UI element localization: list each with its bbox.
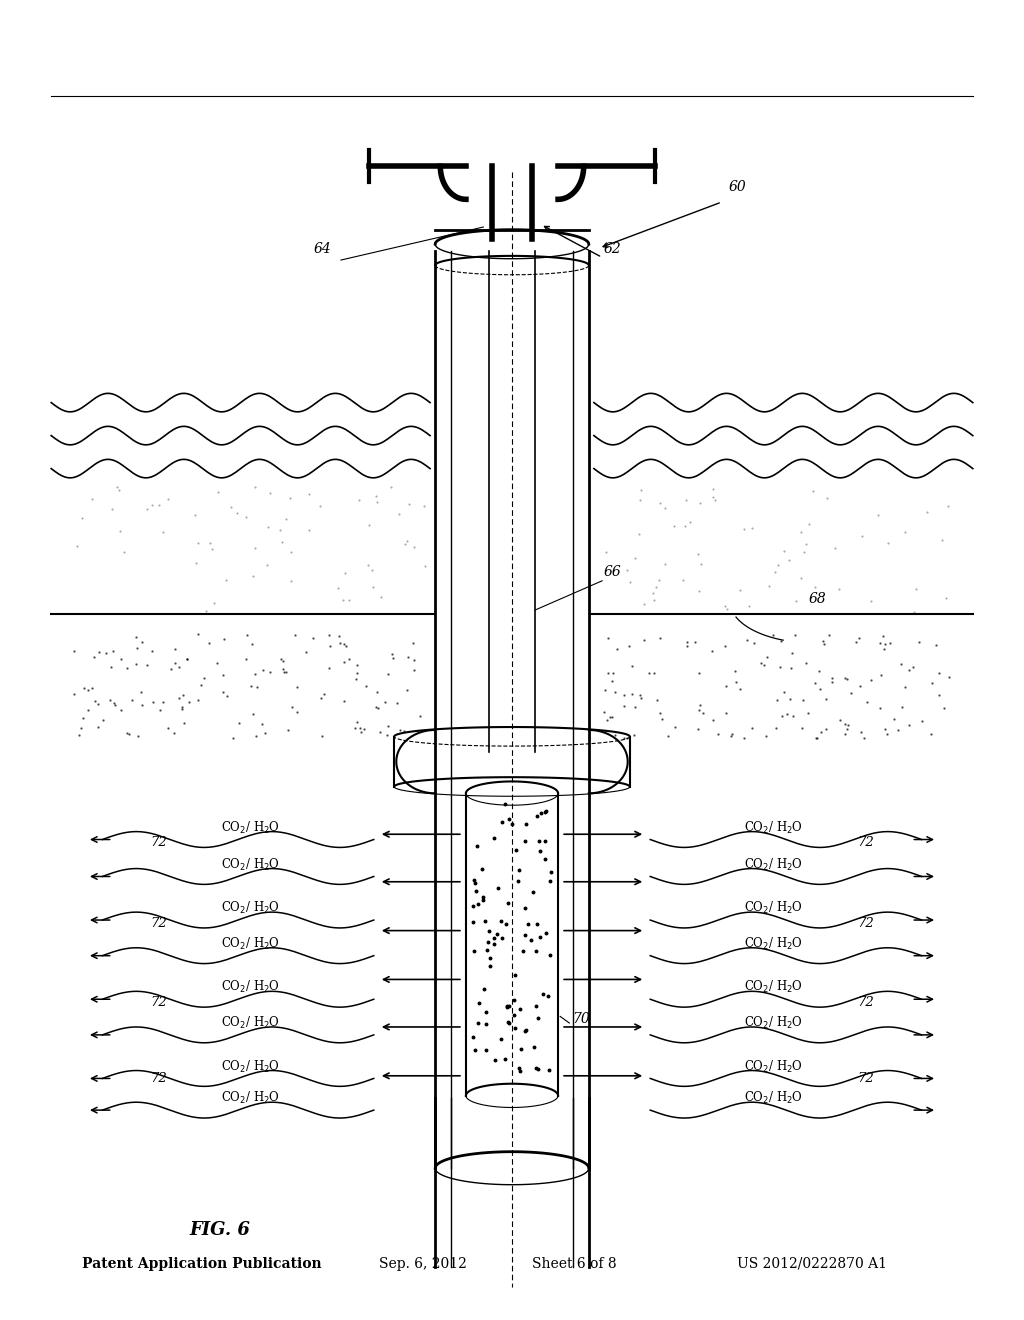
Text: CO$_2$/ H$_2$O: CO$_2$/ H$_2$O <box>743 820 803 836</box>
Text: 70: 70 <box>572 1012 591 1026</box>
Text: 72: 72 <box>857 916 873 929</box>
Text: FIG. 6: FIG. 6 <box>189 1221 251 1239</box>
Text: CO$_2$/ H$_2$O: CO$_2$/ H$_2$O <box>221 936 281 952</box>
Text: 72: 72 <box>857 1072 873 1085</box>
Text: CO$_2$/ H$_2$O: CO$_2$/ H$_2$O <box>743 979 803 995</box>
Text: 72: 72 <box>151 916 167 929</box>
Text: 62: 62 <box>603 243 622 256</box>
Text: Sheet 6 of 8: Sheet 6 of 8 <box>532 1257 617 1271</box>
Text: CO$_2$/ H$_2$O: CO$_2$/ H$_2$O <box>221 820 281 836</box>
Text: 72: 72 <box>857 995 873 1008</box>
Text: Patent Application Publication: Patent Application Publication <box>82 1257 322 1271</box>
Text: CO$_2$/ H$_2$O: CO$_2$/ H$_2$O <box>221 857 281 873</box>
Text: 72: 72 <box>151 1072 167 1085</box>
Text: CO$_2$/ H$_2$O: CO$_2$/ H$_2$O <box>221 1015 281 1031</box>
Text: CO$_2$/ H$_2$O: CO$_2$/ H$_2$O <box>743 936 803 952</box>
Text: CO$_2$/ H$_2$O: CO$_2$/ H$_2$O <box>221 1059 281 1074</box>
Text: 64: 64 <box>313 243 332 256</box>
Text: 66: 66 <box>603 565 622 578</box>
Text: Sep. 6, 2012: Sep. 6, 2012 <box>379 1257 467 1271</box>
Text: CO$_2$/ H$_2$O: CO$_2$/ H$_2$O <box>221 1090 281 1106</box>
Text: 72: 72 <box>151 836 167 849</box>
Text: CO$_2$/ H$_2$O: CO$_2$/ H$_2$O <box>743 1059 803 1074</box>
Text: 60: 60 <box>728 181 746 194</box>
Text: US 2012/0222870 A1: US 2012/0222870 A1 <box>737 1257 887 1271</box>
Text: CO$_2$/ H$_2$O: CO$_2$/ H$_2$O <box>743 900 803 916</box>
Text: CO$_2$/ H$_2$O: CO$_2$/ H$_2$O <box>743 857 803 873</box>
Text: CO$_2$/ H$_2$O: CO$_2$/ H$_2$O <box>743 1015 803 1031</box>
Text: 72: 72 <box>857 836 873 849</box>
Text: 72: 72 <box>151 995 167 1008</box>
Text: CO$_2$/ H$_2$O: CO$_2$/ H$_2$O <box>221 979 281 995</box>
Text: CO$_2$/ H$_2$O: CO$_2$/ H$_2$O <box>743 1090 803 1106</box>
Text: 68: 68 <box>808 593 826 606</box>
Text: CO$_2$/ H$_2$O: CO$_2$/ H$_2$O <box>221 900 281 916</box>
